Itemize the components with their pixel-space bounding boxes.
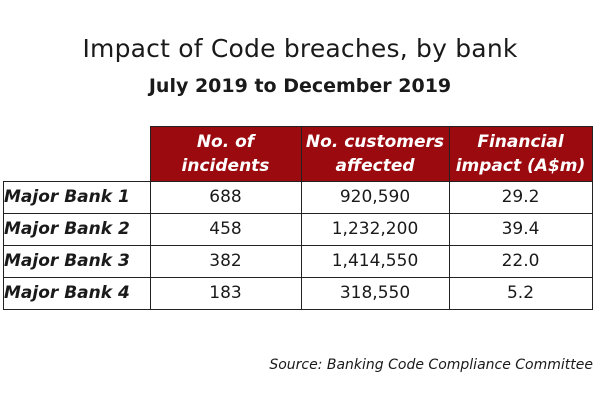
cell-impact: 29.2: [448, 180, 593, 214]
column-header-line: incidents: [181, 155, 270, 176]
column-header-impact: Financial impact (A$m): [448, 126, 593, 182]
row-label: Major Bank 2: [3, 212, 151, 246]
cell-incidents: 688: [149, 180, 302, 214]
corner-cell: [3, 126, 151, 182]
column-header-line: No. of: [196, 131, 255, 152]
cell-customers: 920,590: [300, 180, 450, 214]
column-header-line: No. customers: [305, 131, 445, 152]
header-row: No. of incidents No. customers affected …: [3, 126, 593, 182]
cell-incidents: 382: [149, 244, 302, 278]
cell-customers: 1,414,550: [300, 244, 450, 278]
cell-impact: 22.0: [448, 244, 593, 278]
cell-incidents: 458: [149, 212, 302, 246]
column-header-customers: No. customers affected: [300, 126, 450, 182]
chart-title: Impact of Code breaches, by bank: [82, 34, 518, 63]
cell-customers: 318,550: [300, 276, 450, 310]
source-note: Source: Banking Code Compliance Committe…: [269, 357, 593, 373]
table-row: Major Bank 4 183 318,550 5.2: [3, 276, 593, 310]
table-row: Major Bank 2 458 1,232,200 39.4: [3, 212, 593, 246]
cell-customers: 1,232,200: [300, 212, 450, 246]
cell-incidents: 183: [149, 276, 302, 310]
row-label: Major Bank 1: [3, 180, 151, 214]
table-row: Major Bank 3 382 1,414,550 22.0: [3, 244, 593, 278]
data-table: No. of incidents No. customers affected …: [3, 126, 593, 310]
column-header-incidents: No. of incidents: [149, 126, 302, 182]
cell-impact: 39.4: [448, 212, 593, 246]
column-header-line: impact (A$m): [455, 155, 586, 176]
row-label: Major Bank 4: [3, 276, 151, 310]
column-header-line: Financial: [477, 131, 564, 152]
cell-impact: 5.2: [448, 276, 593, 310]
row-label: Major Bank 3: [3, 244, 151, 278]
chart-subtitle: July 2019 to December 2019: [148, 75, 452, 97]
table-row: Major Bank 1 688 920,590 29.2: [3, 180, 593, 214]
column-header-line: affected: [335, 155, 415, 176]
